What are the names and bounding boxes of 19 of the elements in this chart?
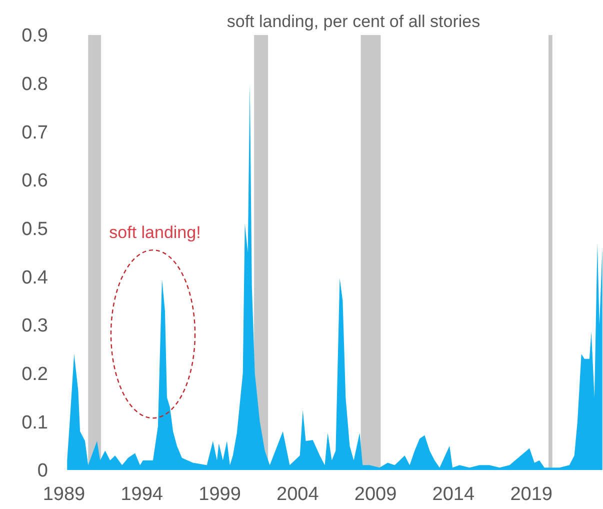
annotation: soft landing! [109, 223, 201, 242]
x-tick-label: 1999 [198, 484, 241, 505]
y-tick-label: 0.5 [22, 218, 48, 240]
y-tick-label: 0.9 [22, 26, 48, 47]
x-tick-label: 2014 [432, 484, 476, 505]
y-tick-label: 0.7 [22, 122, 48, 144]
y-tick-label: 0.8 [22, 74, 48, 95]
y-tick-label: 0.3 [22, 316, 48, 337]
x-tick-label: 2019 [510, 484, 552, 505]
y-tick-label: 0 [37, 460, 48, 482]
y-tick-label: 0.1 [22, 412, 48, 434]
chart-title: soft landing, per cent of all stories [226, 12, 480, 31]
y-tick-label: 0.6 [22, 170, 48, 192]
x-tick-label: 2004 [276, 484, 320, 505]
x-tick-label: 2009 [354, 484, 397, 505]
x-tick-label: 1994 [120, 484, 164, 505]
y-tick-label: 0.2 [22, 364, 48, 385]
x-tick-label: 1989 [42, 484, 86, 505]
y-tick-label: 0.4 [22, 267, 48, 288]
